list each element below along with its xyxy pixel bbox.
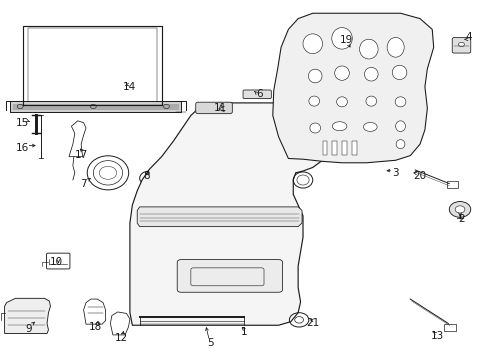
Text: 7: 7 [80, 179, 87, 189]
Text: 20: 20 [413, 171, 426, 181]
Bar [322, 140, 327, 155]
Ellipse shape [394, 97, 405, 107]
Text: 13: 13 [429, 331, 443, 341]
Polygon shape [130, 103, 327, 325]
Bar [351, 140, 356, 155]
Text: 16: 16 [16, 143, 29, 153]
Text: 17: 17 [74, 150, 87, 160]
Ellipse shape [303, 34, 322, 54]
Text: 5: 5 [206, 338, 213, 348]
Text: 4: 4 [465, 32, 471, 41]
FancyBboxPatch shape [195, 102, 232, 114]
Text: 12: 12 [115, 333, 128, 343]
Text: 3: 3 [391, 168, 398, 178]
Ellipse shape [458, 42, 464, 46]
Ellipse shape [386, 37, 404, 57]
Text: 2: 2 [457, 215, 464, 224]
Bar [331, 140, 336, 155]
Text: 9: 9 [25, 324, 32, 334]
Polygon shape [4, 298, 50, 333]
Text: 21: 21 [305, 319, 319, 328]
FancyBboxPatch shape [177, 260, 282, 292]
Circle shape [448, 202, 470, 217]
Ellipse shape [365, 96, 376, 106]
Ellipse shape [308, 96, 319, 106]
Bar [10, 101, 181, 112]
Ellipse shape [331, 122, 346, 131]
Text: 15: 15 [16, 118, 29, 128]
Circle shape [454, 206, 464, 213]
Text: 11: 11 [213, 103, 226, 113]
Text: 19: 19 [340, 35, 353, 45]
Ellipse shape [334, 66, 348, 80]
Polygon shape [272, 13, 433, 163]
Ellipse shape [359, 39, 377, 59]
Text: 18: 18 [89, 322, 102, 332]
Ellipse shape [364, 67, 377, 81]
Ellipse shape [395, 121, 405, 132]
Ellipse shape [336, 97, 346, 107]
Text: 1: 1 [241, 327, 247, 337]
Ellipse shape [391, 65, 406, 80]
Ellipse shape [395, 140, 404, 149]
FancyBboxPatch shape [451, 38, 470, 53]
Ellipse shape [309, 123, 320, 133]
Ellipse shape [363, 122, 376, 131]
Text: 8: 8 [143, 171, 150, 181]
Text: 14: 14 [123, 82, 136, 92]
Ellipse shape [331, 28, 351, 49]
Text: 6: 6 [255, 89, 262, 99]
FancyBboxPatch shape [243, 90, 271, 99]
Polygon shape [137, 207, 302, 226]
Ellipse shape [308, 69, 322, 83]
Text: 10: 10 [50, 257, 63, 267]
Bar [341, 140, 346, 155]
